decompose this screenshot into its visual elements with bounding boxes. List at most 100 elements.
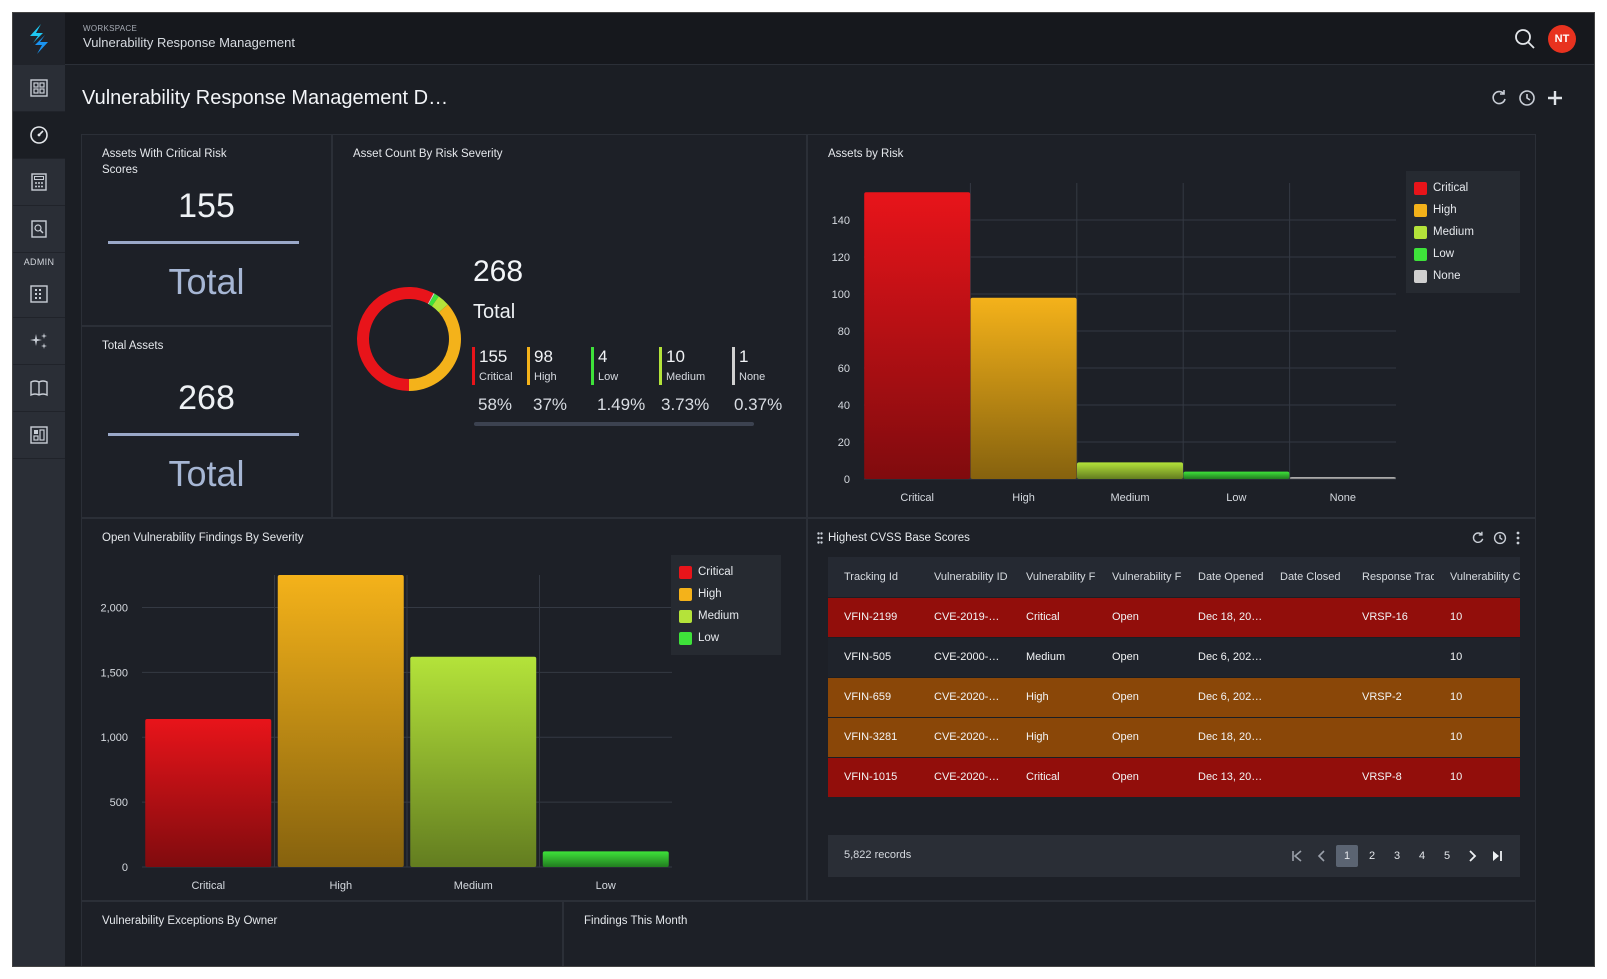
prev-page-button[interactable] [1311,845,1333,867]
first-page-button[interactable] [1286,845,1308,867]
table-cell: VFIN-659 [828,676,918,717]
donut-slice-none[interactable] [427,293,435,305]
legend-item-medium[interactable]: Medium [679,605,773,627]
legend-item-critical[interactable]: Critical [1414,177,1512,199]
sidebar-item-grid[interactable] [13,271,65,318]
table-row[interactable]: VFIN-1015 CVE-2020-… Critical Open Dec 1… [828,756,1520,797]
clock-icon[interactable] [1493,531,1507,545]
table-cell: Open [1096,596,1182,637]
sidebar-item-calculator[interactable] [13,159,65,206]
y-tick-label: 60 [838,363,850,375]
column-header[interactable]: Response Track [1346,557,1434,597]
table-cell: CVE-2020-… [918,716,1010,757]
plus-icon[interactable] [1546,89,1564,107]
sidebar-item-ai[interactable] [13,318,65,365]
legend-item-high[interactable]: High [1414,199,1512,221]
bar-none[interactable] [1289,477,1396,479]
more-icon[interactable] [1515,531,1521,545]
table-cell: Critical [1010,756,1096,797]
drag-icon[interactable] [817,532,823,544]
kpi-value: 155 [178,187,235,225]
workspace-title[interactable]: Vulnerability Response Management [83,35,295,50]
refresh-icon[interactable] [1490,89,1508,107]
legend-item-low[interactable]: Low [1414,243,1512,265]
column-header[interactable]: Vulnerability Fi [1096,557,1182,597]
search-icon[interactable] [1514,28,1536,50]
bar-low[interactable] [542,851,669,867]
chart-legend: Critical High Medium Low None [1406,171,1520,293]
y-tick-label: 80 [838,326,850,338]
table-row[interactable]: VFIN-659 CVE-2020-… High Open Dec 6, 202… [828,676,1520,717]
severity-name: High [534,371,557,383]
logo[interactable] [13,13,65,65]
legend-item-critical[interactable]: Critical [679,561,773,583]
chart-legend: Critical High Medium Low [671,555,781,655]
clock-icon[interactable] [1518,89,1536,107]
last-page-icon [1493,851,1502,861]
widget-title: Assets by Risk [828,148,904,160]
donut-slice-critical[interactable] [357,287,434,391]
bar-critical[interactable] [864,192,971,479]
table-row[interactable]: VFIN-3281 CVE-2020-… High Open Dec 18, 2… [828,716,1520,757]
column-header[interactable]: Tracking Id [828,557,918,597]
bar-medium[interactable] [410,656,537,867]
sidebar-item-widgets[interactable] [13,412,65,459]
sidebar-item-reports[interactable] [13,206,65,253]
column-header[interactable]: Date Closed [1264,557,1346,597]
table-cell: Medium [1010,636,1096,677]
page-button-3[interactable]: 3 [1393,850,1401,862]
x-tick-label: Critical [900,492,934,504]
column-header[interactable]: Date Opened [1182,557,1264,597]
legend-label: High [698,588,722,600]
dashboard-actions [1490,89,1564,107]
y-tick-label: 1,000 [100,732,128,744]
column-header[interactable]: Vulnerability C [1434,557,1520,597]
legend-item-none[interactable]: None [1414,265,1512,287]
column-header[interactable]: Vulnerability ID [918,557,1010,597]
refresh-icon[interactable] [1471,531,1485,545]
severity-pct: 58% [478,395,513,414]
legend-swatch [679,631,692,645]
bar-critical[interactable] [145,719,272,867]
table-cell: 10 [1434,756,1520,797]
user-avatar[interactable]: NT [1548,25,1576,53]
table-row[interactable]: VFIN-505 CVE-2000-… Medium Open Dec 6, 2… [828,636,1520,677]
bar-medium[interactable] [1077,462,1183,479]
asset-total-label: Total [473,301,516,323]
table-cell: Open [1096,716,1182,757]
last-page-button[interactable] [1486,845,1508,867]
kpi-critical-assets: Assets With Critical Risk Scores 155 Tot… [81,134,332,326]
bar-high[interactable] [970,297,1077,479]
page-button-2[interactable]: 2 [1368,850,1376,862]
legend-item-low[interactable]: Low [679,627,773,649]
book-icon [30,380,48,397]
dashboard-header: Vulnerability Response Management D… [65,65,1594,131]
next-page-button[interactable] [1461,845,1483,867]
column-header[interactable]: Vulnerability Fi [1010,557,1096,597]
sidebar-item-dashboards[interactable] [13,65,65,112]
legend-label: Low [698,632,720,644]
legend-item-medium[interactable]: Medium [1414,221,1512,243]
legend-swatch [679,565,692,579]
severity-name: Low [598,371,619,383]
donut-slice-low[interactable] [428,293,439,307]
sidebar-item-library[interactable] [13,365,65,412]
logo-icon [30,24,48,54]
severity-scrollbar[interactable] [474,422,754,426]
legend-item-high[interactable]: High [679,583,773,605]
sidebar-item-gauge[interactable] [13,112,65,159]
sparkle-icon [30,333,47,349]
page-button-1[interactable]: 1 [1336,845,1358,867]
severity-pct: 0.37% [734,395,783,414]
donut-slice-medium[interactable] [431,296,448,313]
top-bar: WORKSPACE Vulnerability Response Managem… [65,13,1594,65]
bar-high[interactable] [277,575,404,867]
table-row[interactable]: VFIN-2199 CVE-2019-… Critical Open Dec 1… [828,596,1520,637]
page-button-5[interactable]: 5 [1443,850,1451,862]
page-button-4[interactable]: 4 [1418,850,1426,862]
donut-slice-high[interactable] [409,304,461,391]
bar-low[interactable] [1183,471,1290,479]
table-cell [1264,596,1346,637]
y-tick-label: 2,000 [100,602,128,614]
severity-pct: 3.73% [661,395,710,414]
